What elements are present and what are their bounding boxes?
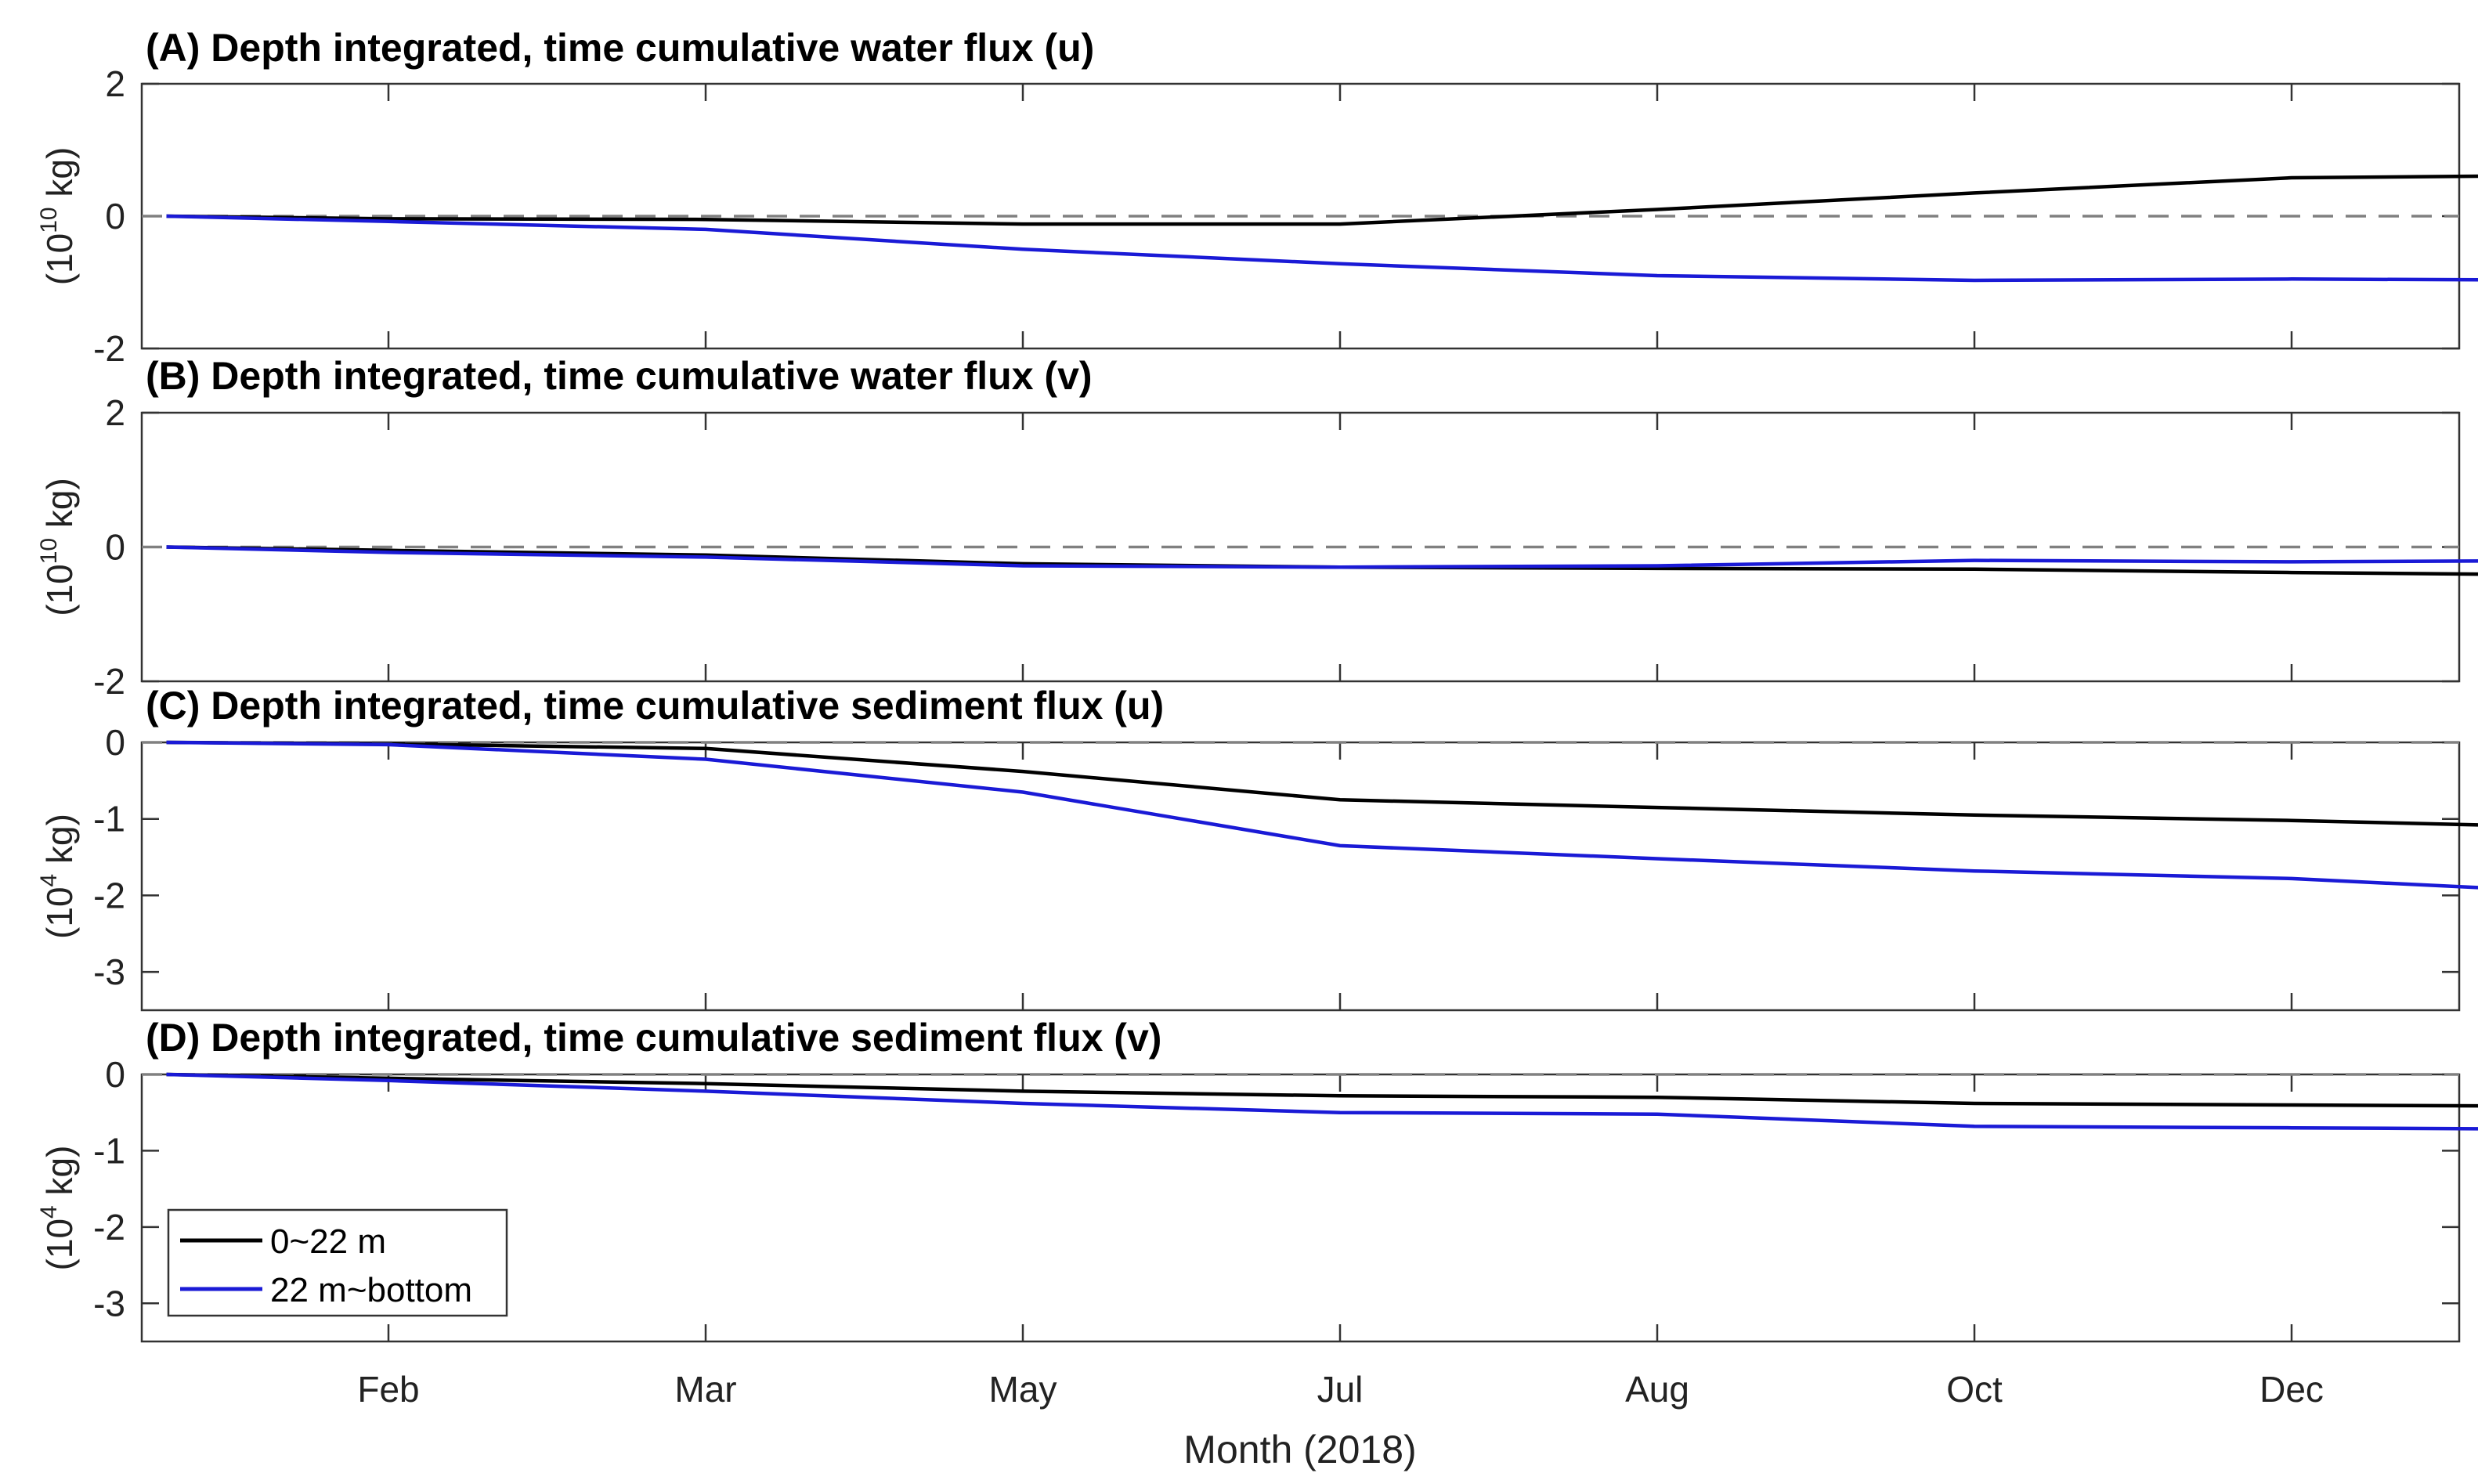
y-tick-label: 2 bbox=[105, 392, 125, 433]
y-tick-label: -2 bbox=[93, 661, 125, 702]
axes-box bbox=[140, 741, 2461, 1012]
y-tick-label: 0 bbox=[105, 1054, 125, 1095]
axes-box bbox=[140, 1073, 2461, 1343]
x-tick-label: Mar bbox=[674, 1369, 736, 1410]
x-tick-label: Feb bbox=[357, 1369, 419, 1410]
x-axis-label: Month (2018) bbox=[1183, 1428, 1416, 1471]
x-tick-label: Jul bbox=[1317, 1369, 1364, 1410]
series-line-surface bbox=[166, 740, 2478, 827]
series-line-surface bbox=[166, 1072, 2478, 1108]
x-tick-label: May bbox=[989, 1369, 1057, 1410]
y-tick-label: -2 bbox=[93, 1207, 125, 1247]
panel-d: (D) Depth integrated, time cumulative se… bbox=[36, 1016, 2478, 1410]
series-line-bottom bbox=[166, 740, 2478, 890]
panel-title: (B) Depth integrated, time cumulative wa… bbox=[146, 354, 1093, 398]
y-tick-label: -3 bbox=[93, 1283, 125, 1323]
y-tick-label: 0 bbox=[105, 722, 125, 763]
y-tick-label: 2 bbox=[105, 63, 125, 104]
series-line-bottom bbox=[166, 1072, 2478, 1131]
y-tick-label: -1 bbox=[93, 799, 125, 839]
legend-label: 0~22 m bbox=[270, 1222, 386, 1261]
panel-a: (A) Depth integrated, time cumulative wa… bbox=[36, 26, 2478, 369]
panel-b: (B) Depth integrated, time cumulative wa… bbox=[36, 354, 2478, 702]
series-line-bottom bbox=[166, 545, 2478, 569]
y-tick-label: -1 bbox=[93, 1130, 125, 1171]
panel-title: (D) Depth integrated, time cumulative se… bbox=[146, 1016, 1161, 1060]
x-tick-label: Oct bbox=[1946, 1369, 2003, 1410]
y-tick-label: 0 bbox=[105, 527, 125, 568]
y-tick-label: 0 bbox=[105, 196, 125, 237]
panel-title: (C) Depth integrated, time cumulative se… bbox=[146, 684, 1164, 728]
legend: 0~22 m 22 m~bottom bbox=[167, 1208, 508, 1317]
legend-box bbox=[167, 1208, 508, 1317]
series-line-bottom bbox=[166, 214, 2478, 283]
x-tick-label: Aug bbox=[1625, 1369, 1689, 1410]
x-tick-label: Dec bbox=[2259, 1369, 2324, 1410]
series-line-surface bbox=[166, 545, 2478, 576]
legend-label: 22 m~bottom bbox=[270, 1271, 472, 1309]
series-line-surface bbox=[166, 174, 2478, 226]
y-tick-label: -2 bbox=[93, 328, 125, 369]
y-axis-label: (1010 kg) bbox=[36, 147, 80, 286]
y-axis-label: (104 kg) bbox=[36, 1146, 80, 1271]
panel-c: (C) Depth integrated, time cumulative se… bbox=[36, 684, 2478, 1012]
y-tick-label: -2 bbox=[93, 875, 125, 915]
panel-title: (A) Depth integrated, time cumulative wa… bbox=[146, 26, 1094, 70]
y-tick-label: -3 bbox=[93, 951, 125, 992]
y-axis-label: (1010 kg) bbox=[36, 478, 80, 616]
y-axis-label: (104 kg) bbox=[36, 814, 80, 939]
